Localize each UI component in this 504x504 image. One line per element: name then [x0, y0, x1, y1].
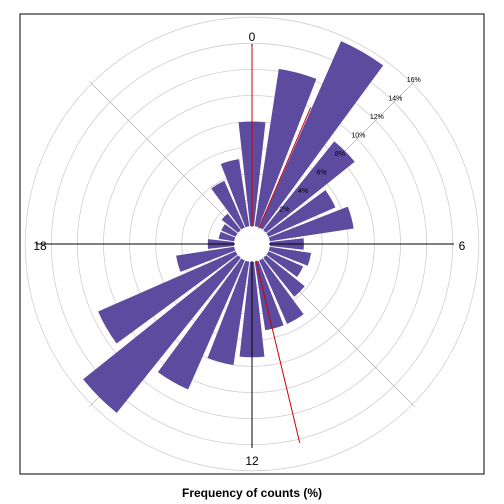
bar-hour-1 [254, 68, 317, 228]
plot-panel [19, 13, 485, 475]
radial-tick-label-12: 12% [370, 114, 384, 121]
radial-tick-label-14: 14% [388, 96, 402, 103]
bar-hour-21 [221, 213, 241, 233]
bar-hour-20 [221, 224, 238, 237]
bar-hour-2 [259, 41, 384, 230]
mean-direction-line-0 [251, 107, 312, 245]
radial-tick-label-2: 2% [280, 206, 290, 213]
bar-hour-14 [157, 258, 245, 390]
direction-label-6: 6 [459, 239, 466, 253]
radial-tick-label-4: 4% [298, 188, 308, 195]
direction-label-18: 18 [33, 239, 47, 253]
mean-direction-line-1 [251, 243, 301, 444]
grid-circle-16 [24, 16, 480, 472]
bar-hour-15 [83, 255, 241, 413]
direction-label-12: 12 [245, 454, 259, 468]
center-circle [235, 227, 269, 261]
bar-hour-17 [176, 246, 236, 272]
radial-tick-label-6: 6% [316, 169, 326, 176]
bar-hour-13 [207, 260, 250, 365]
bar-hour-10 [259, 258, 304, 324]
bar-hour-23 [220, 159, 250, 228]
radial-tick-label-8: 8% [335, 151, 345, 158]
bar-hour-3 [263, 141, 355, 233]
x-axis-label: Frequency of counts (%) [181, 486, 322, 500]
bar-hour-22 [211, 180, 245, 230]
center-hole [235, 227, 269, 261]
bars [83, 41, 384, 413]
mean-direction-lines [251, 46, 312, 444]
radial-tick-label-10: 10% [351, 133, 365, 140]
bar-hour-4 [266, 190, 336, 237]
bar-hour-8 [266, 251, 304, 278]
bar-hour-19 [218, 231, 236, 242]
bar-hour-7 [268, 246, 312, 266]
bar-hour-11 [254, 260, 284, 331]
bar-hour-9 [263, 255, 305, 297]
bar-hour-16 [98, 251, 238, 344]
direction-labels: 0 6 12 18 [33, 30, 465, 468]
radial-tick-labels: 2% 4% 6% 8% 10% 12% 14% 16% [280, 77, 421, 213]
panel-border [19, 13, 485, 475]
direction-label-0: 0 [249, 30, 256, 44]
bar-hour-5 [268, 206, 354, 242]
radial-tick-label-16: 16% [407, 77, 421, 84]
